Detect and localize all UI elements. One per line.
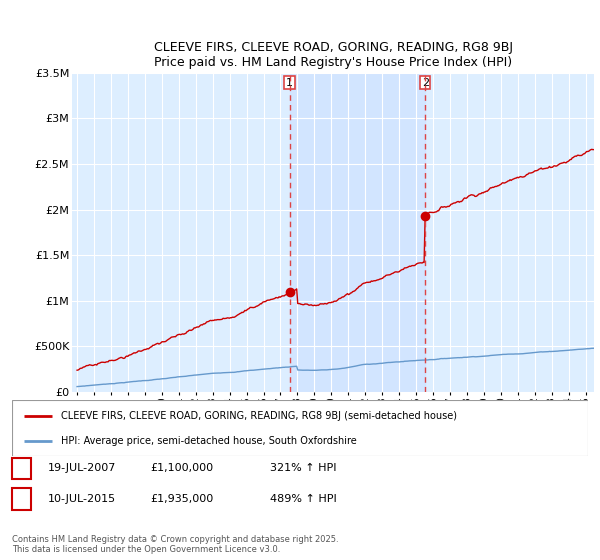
- Text: HPI: Average price, semi-detached house, South Oxfordshire: HPI: Average price, semi-detached house,…: [61, 436, 357, 446]
- Text: 1: 1: [286, 78, 293, 87]
- Bar: [290, 73, 425, 392]
- Text: 1: 1: [17, 461, 26, 475]
- Text: 10-JUL-2015: 10-JUL-2015: [48, 494, 116, 504]
- FancyBboxPatch shape: [12, 400, 588, 456]
- Text: 489% ↑ HPI: 489% ↑ HPI: [270, 494, 337, 504]
- Title: CLEEVE FIRS, CLEEVE ROAD, GORING, READING, RG8 9BJ
Price paid vs. HM Land Regist: CLEEVE FIRS, CLEEVE ROAD, GORING, READIN…: [154, 41, 512, 69]
- Text: £1,100,000: £1,100,000: [150, 463, 213, 473]
- Text: 321% ↑ HPI: 321% ↑ HPI: [270, 463, 337, 473]
- Text: 2: 2: [17, 492, 26, 506]
- Text: 2: 2: [422, 78, 429, 87]
- Text: Contains HM Land Registry data © Crown copyright and database right 2025.
This d: Contains HM Land Registry data © Crown c…: [12, 535, 338, 554]
- Text: 19-JUL-2007: 19-JUL-2007: [48, 463, 116, 473]
- Text: £1,935,000: £1,935,000: [150, 494, 213, 504]
- Text: CLEEVE FIRS, CLEEVE ROAD, GORING, READING, RG8 9BJ (semi-detached house): CLEEVE FIRS, CLEEVE ROAD, GORING, READIN…: [61, 411, 457, 421]
